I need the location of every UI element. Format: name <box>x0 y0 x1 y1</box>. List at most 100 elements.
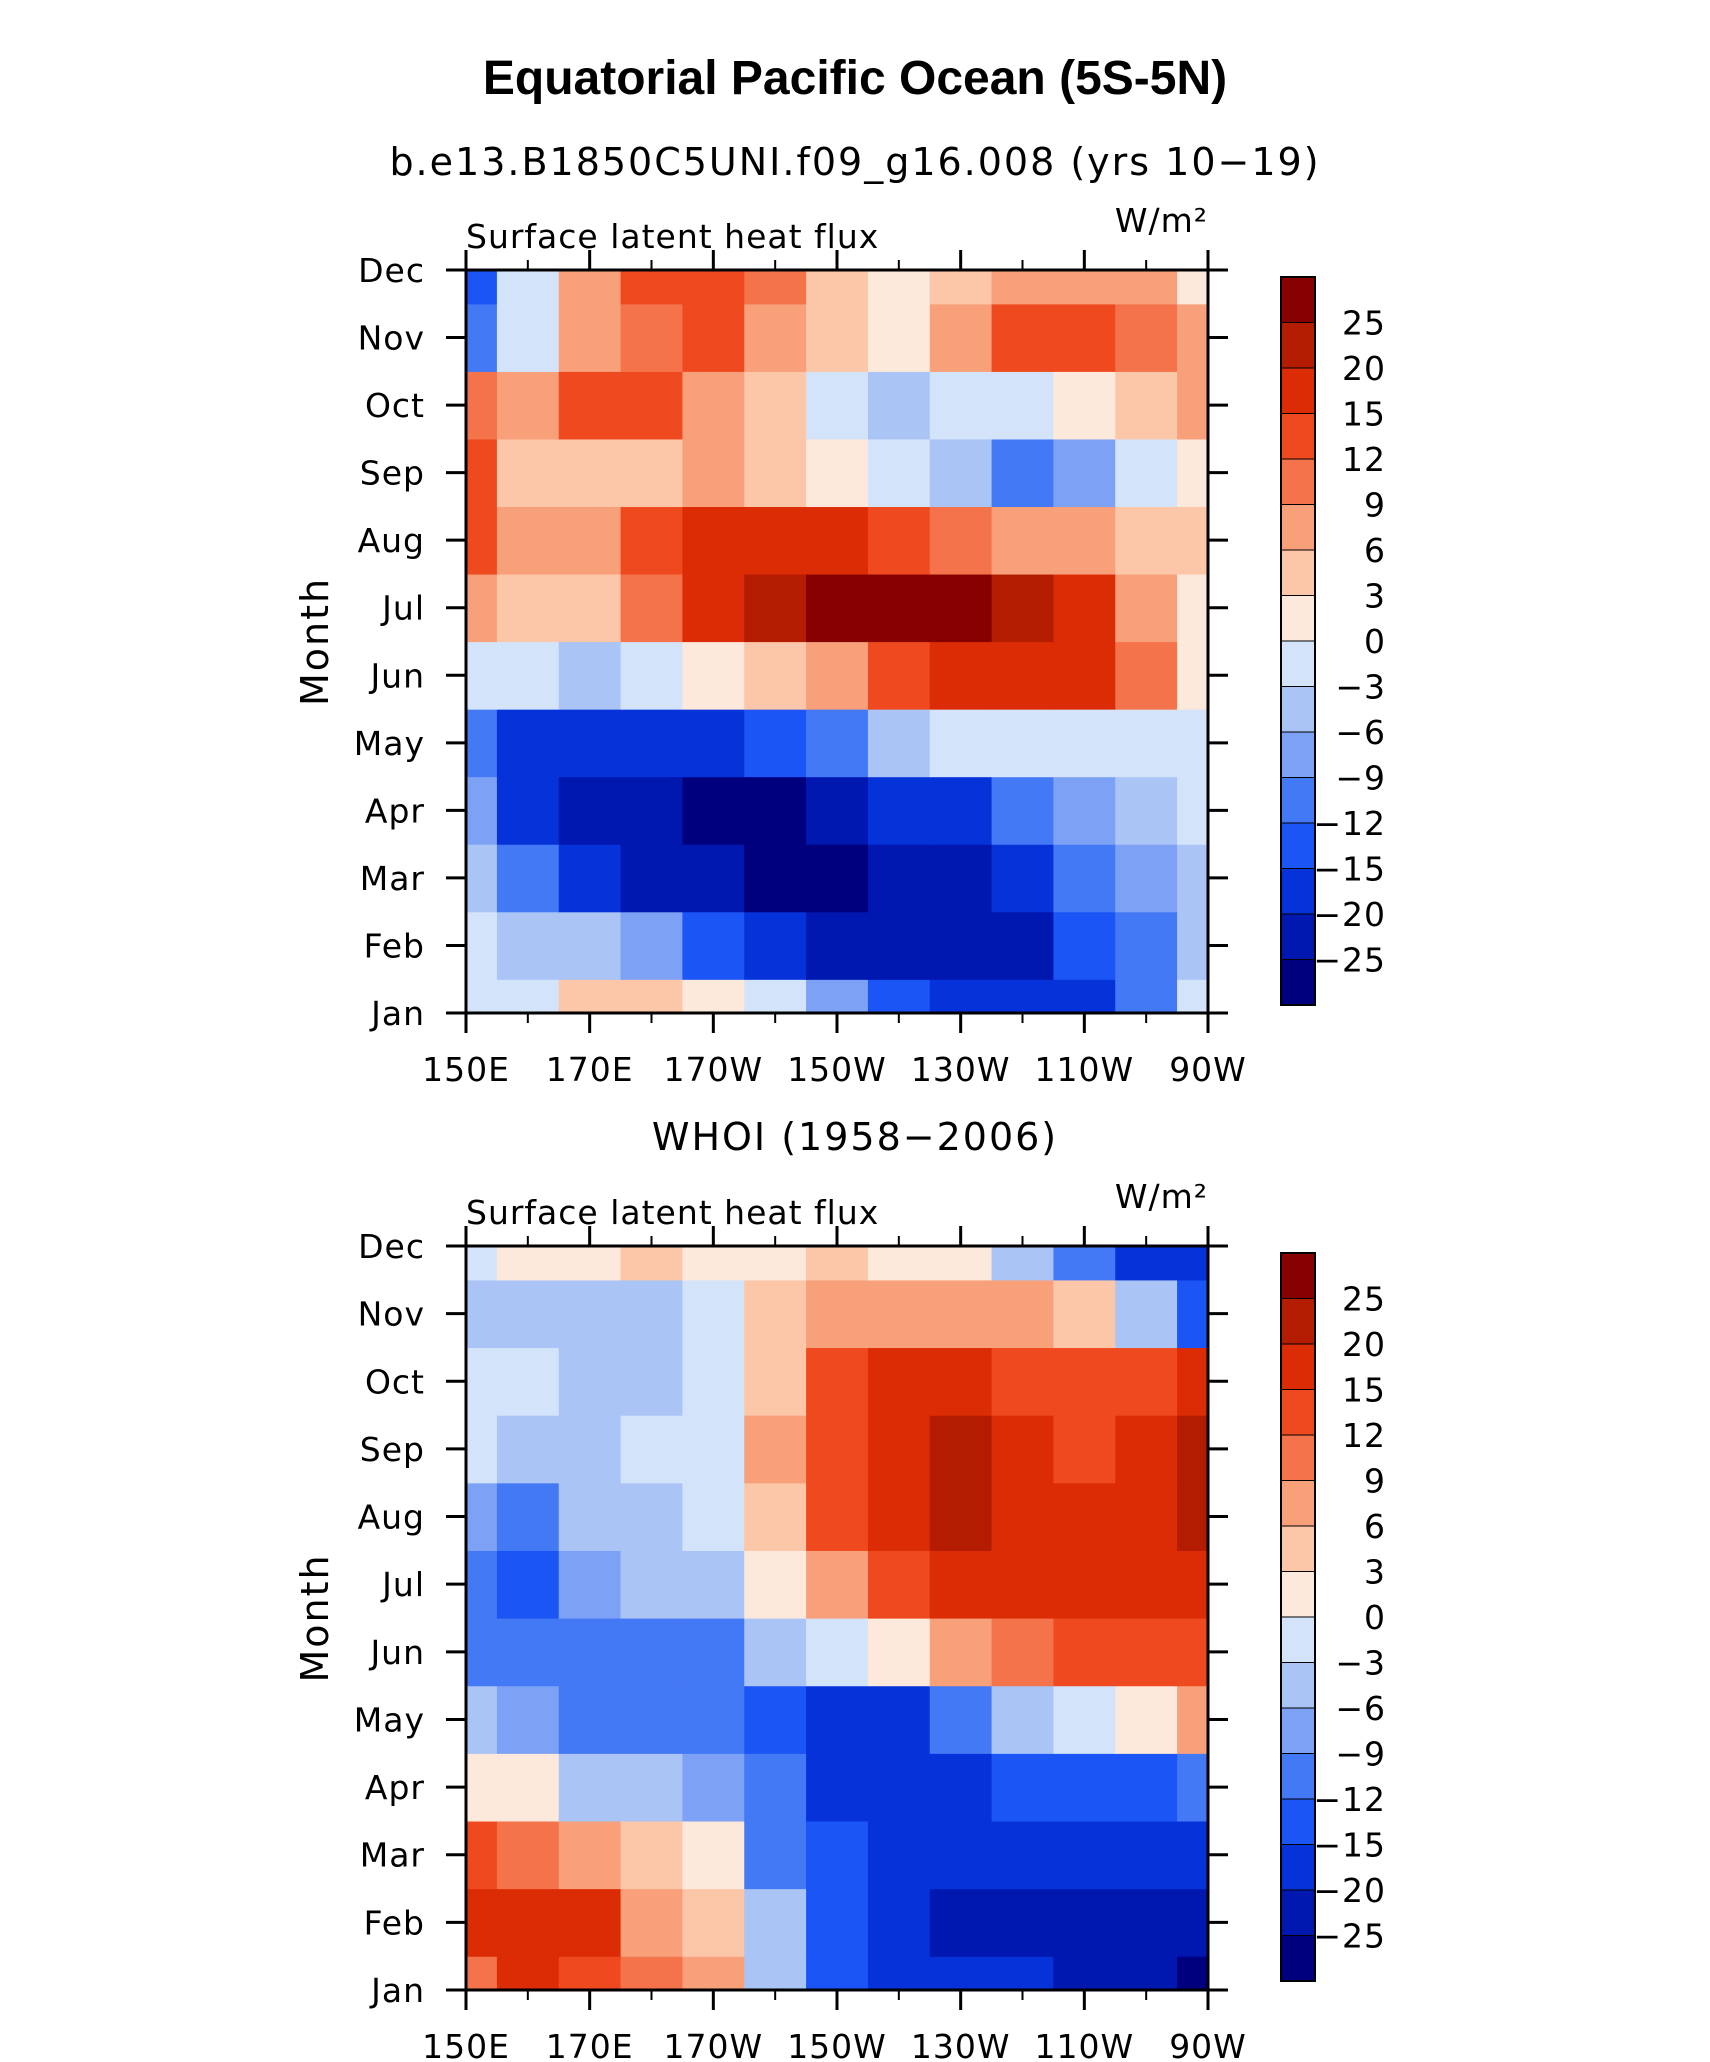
heatmap-cell <box>1115 1279 1178 1349</box>
y-tick-label: Sep <box>360 454 425 493</box>
heatmap-cell <box>991 1482 1055 1551</box>
colorbar-swatch <box>1280 913 1316 960</box>
heatmap-cell <box>1115 270 1178 305</box>
panel-subtitle: WHOI (1958−2006) <box>652 1115 1058 1159</box>
panel-whoi: WHOI (1958−2006) Surface latent heat flux… <box>293 1115 1386 2062</box>
colorbar-swatch <box>1280 1389 1316 1436</box>
heatmap-cell <box>682 1279 745 1349</box>
heatmap-cell <box>744 1956 807 1991</box>
heatmap-cell <box>744 1888 807 1957</box>
heatmap-cell <box>620 1246 684 1281</box>
heatmap-cell <box>991 1820 1055 1890</box>
y-tick-label: Jul <box>380 1565 425 1604</box>
heatmap-cell <box>620 776 684 845</box>
colorbar-swatch <box>1280 1935 1316 1982</box>
heatmap-cell <box>867 270 931 305</box>
heatmap-cell <box>929 979 993 1014</box>
colorbar-label: 12 <box>1342 440 1386 479</box>
heatmap-cell <box>682 1482 745 1551</box>
colorbar-label: 15 <box>1342 1371 1386 1410</box>
heatmap-cell <box>806 979 869 1014</box>
heatmap-cell <box>558 1246 622 1281</box>
units-label: W/m² <box>1115 1177 1208 1216</box>
heatmap-cell <box>744 1753 807 1822</box>
colorbar-label: −25 <box>1313 1917 1386 1956</box>
heatmap-cell <box>558 911 622 980</box>
colorbar-swatch <box>1280 777 1316 824</box>
heatmap-cell <box>620 1685 684 1754</box>
panel-left-label: Surface latent heat flux <box>466 217 879 256</box>
colorbar-label: −6 <box>1335 1689 1386 1728</box>
y-tick-label: Dec <box>358 1227 425 1266</box>
colorbar-swatch <box>1280 1252 1316 1299</box>
heatmap-cell <box>806 911 869 980</box>
heatmap-cell <box>620 709 684 778</box>
heatmap-cell <box>1115 1347 1178 1416</box>
heatmap-cell <box>929 506 993 575</box>
x-tick-label: 150E <box>422 2027 510 2062</box>
heatmap-cell <box>558 1618 622 1687</box>
heatmap-cell <box>466 1279 498 1349</box>
heatmap-cell <box>620 1347 684 1416</box>
heatmap-cell <box>1053 270 1116 305</box>
heatmap-cell <box>806 1888 869 1957</box>
heatmap-cell <box>682 776 745 845</box>
heatmap-cell <box>991 438 1055 508</box>
heatmap-cell <box>991 1956 1055 1991</box>
heatmap-cell <box>867 1618 931 1687</box>
colorbar-label: −15 <box>1313 850 1386 889</box>
heatmap-cell <box>558 438 622 508</box>
heatmap-cell <box>806 371 869 440</box>
heatmap-cell <box>1115 303 1178 372</box>
colorbar-label: 0 <box>1364 622 1386 661</box>
heatmap-cell <box>1053 1685 1116 1754</box>
heatmap-cell <box>682 506 745 575</box>
figure-title: Equatorial Pacific Ocean (5S-5N) <box>483 52 1227 105</box>
colorbar-swatch <box>1280 322 1316 369</box>
heatmap-cell <box>1177 1246 1209 1281</box>
heatmap-cell <box>1177 911 1209 980</box>
heatmap-cell <box>1177 641 1209 710</box>
x-tick-label: 90W <box>1169 1050 1247 1089</box>
heatmap-cell <box>558 506 622 575</box>
colorbar-swatch <box>1280 1707 1316 1754</box>
heatmap-cell <box>806 776 869 845</box>
heatmap-cell <box>991 1550 1055 1619</box>
colorbar-swatch <box>1280 1343 1316 1390</box>
heatmap-cell <box>929 1753 993 1822</box>
heatmap-cell <box>1177 1279 1209 1349</box>
heatmap-cell <box>806 641 869 710</box>
heatmap-cell <box>558 371 622 440</box>
colorbar: 25 20 15 12 9 6 3 0 −3 −6 −9 −12 −15 −20 −25 <box>1280 1252 1386 1982</box>
heatmap-cell <box>1053 1753 1116 1822</box>
heatmap-cell <box>1177 709 1209 778</box>
heatmap-cell <box>867 709 931 778</box>
heatmap-cell <box>682 1347 745 1416</box>
heatmap-cell <box>991 776 1055 845</box>
heatmap-cell <box>806 1415 869 1484</box>
heatmap-cell <box>929 303 993 372</box>
heatmap-cell <box>682 911 745 980</box>
heatmap-cell <box>1115 1685 1178 1754</box>
heatmap-cell <box>744 709 807 778</box>
heatmap-cell <box>620 1550 684 1619</box>
colorbar-label: 12 <box>1342 1416 1386 1455</box>
heatmap-cell <box>496 709 560 778</box>
heatmap-cell <box>496 506 560 575</box>
heatmap-cell <box>496 1279 560 1349</box>
heatmap-cell <box>929 1956 993 1991</box>
heatmap-cell <box>682 844 745 913</box>
y-tick-label: Jul <box>380 589 425 628</box>
heatmap-cell <box>466 641 498 710</box>
colorbar-swatch <box>1280 1616 1316 1663</box>
heatmap-cell <box>466 1820 498 1890</box>
heatmap-cell <box>558 1753 622 1822</box>
heatmap-cell <box>682 1753 745 1822</box>
x-tick-label: 130W <box>911 2027 1011 2062</box>
heatmap-cell <box>991 911 1055 980</box>
heatmap-cell <box>620 641 684 710</box>
heatmap-cell <box>466 1888 498 1957</box>
y-tick-label: Mar <box>360 1836 425 1875</box>
heatmap-cell <box>744 506 807 575</box>
